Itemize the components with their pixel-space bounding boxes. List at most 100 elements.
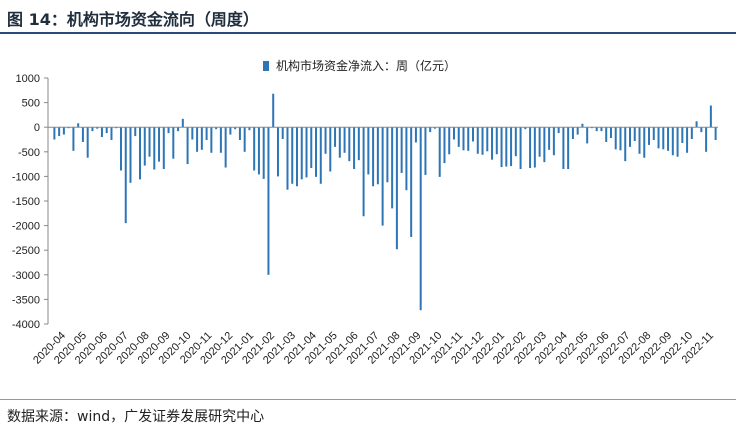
y-tick-label: 1000 xyxy=(16,73,40,85)
bar xyxy=(548,127,551,150)
bar xyxy=(134,127,137,137)
bar xyxy=(400,127,403,173)
bar xyxy=(319,127,322,184)
bar xyxy=(376,127,379,185)
bar xyxy=(105,127,108,134)
bar xyxy=(557,127,560,134)
bar xyxy=(410,127,413,237)
bar xyxy=(605,127,608,142)
bar xyxy=(690,127,693,140)
bar xyxy=(586,127,589,144)
y-tick-label: -2000 xyxy=(12,221,40,233)
bar xyxy=(700,127,703,133)
bar xyxy=(234,127,237,130)
bar xyxy=(657,127,660,149)
legend-swatch xyxy=(263,61,269,71)
bar xyxy=(433,127,436,129)
bar xyxy=(476,127,479,154)
bar xyxy=(438,127,441,177)
bar xyxy=(652,127,655,140)
bar xyxy=(262,127,265,179)
bar xyxy=(624,127,627,162)
bar xyxy=(224,127,227,168)
bar xyxy=(295,127,298,187)
bar xyxy=(196,127,199,152)
bar xyxy=(472,127,475,142)
bar xyxy=(681,127,684,143)
bar xyxy=(72,127,75,151)
source-note: 数据来源：wind，广发证券发展研究中心 xyxy=(7,409,265,425)
bar xyxy=(395,127,398,250)
bar xyxy=(338,127,341,158)
bar xyxy=(695,121,698,128)
bar xyxy=(510,127,513,167)
y-tick-label: -2500 xyxy=(12,245,40,257)
bar xyxy=(567,127,570,170)
bar xyxy=(219,127,222,153)
bar xyxy=(367,127,370,175)
bar xyxy=(662,127,665,150)
bar xyxy=(229,127,232,135)
bar xyxy=(486,127,489,152)
bar xyxy=(648,127,651,145)
bar xyxy=(248,127,251,131)
bar xyxy=(276,127,279,177)
x-axis: 2020-042020-052020-062020-072020-082020-… xyxy=(31,126,718,367)
bar xyxy=(343,127,346,153)
bar xyxy=(119,127,122,171)
bar xyxy=(405,127,408,191)
figure-title: 图 14：机构市场资金流向（周度） xyxy=(7,10,259,29)
bar xyxy=(495,127,498,155)
bar xyxy=(424,127,427,175)
bar xyxy=(452,127,455,140)
bar xyxy=(334,127,337,147)
bar xyxy=(81,127,84,142)
bar xyxy=(643,127,646,158)
bar xyxy=(519,127,522,170)
bar xyxy=(167,127,170,134)
bar xyxy=(257,127,260,175)
bar xyxy=(191,127,194,140)
bar xyxy=(391,127,394,209)
bar xyxy=(77,123,80,128)
bar xyxy=(633,127,636,141)
y-tick-label: -500 xyxy=(18,147,40,159)
y-tick-label: 0 xyxy=(34,122,40,134)
bar xyxy=(381,127,384,226)
bar xyxy=(181,118,184,128)
bar xyxy=(272,93,275,128)
bar xyxy=(552,127,555,156)
bar xyxy=(529,127,532,169)
bar xyxy=(357,127,360,161)
y-tick-label: -4000 xyxy=(12,319,40,331)
bar xyxy=(281,127,284,140)
bar xyxy=(100,127,103,138)
bar xyxy=(619,127,622,151)
bar xyxy=(238,127,241,140)
bar xyxy=(143,127,146,166)
bar xyxy=(310,127,313,169)
bar xyxy=(419,127,422,311)
bar xyxy=(91,127,94,132)
bar xyxy=(324,127,327,154)
bar xyxy=(110,127,113,140)
bar xyxy=(53,127,56,140)
bar xyxy=(58,127,61,137)
bar xyxy=(414,127,417,143)
legend-label: 机构市场资金净流入：周（亿元） xyxy=(276,58,456,73)
bar xyxy=(686,127,689,153)
bar-series xyxy=(53,93,717,311)
bar xyxy=(614,127,617,150)
bar xyxy=(500,127,503,168)
bar xyxy=(329,127,332,172)
bar xyxy=(595,127,598,132)
bar xyxy=(362,127,365,217)
bar xyxy=(353,127,356,170)
bar xyxy=(481,127,484,155)
bar xyxy=(671,127,674,156)
bar xyxy=(533,127,536,168)
bar xyxy=(609,127,612,139)
bar xyxy=(96,127,99,129)
bar xyxy=(448,127,451,155)
bar xyxy=(177,127,180,132)
